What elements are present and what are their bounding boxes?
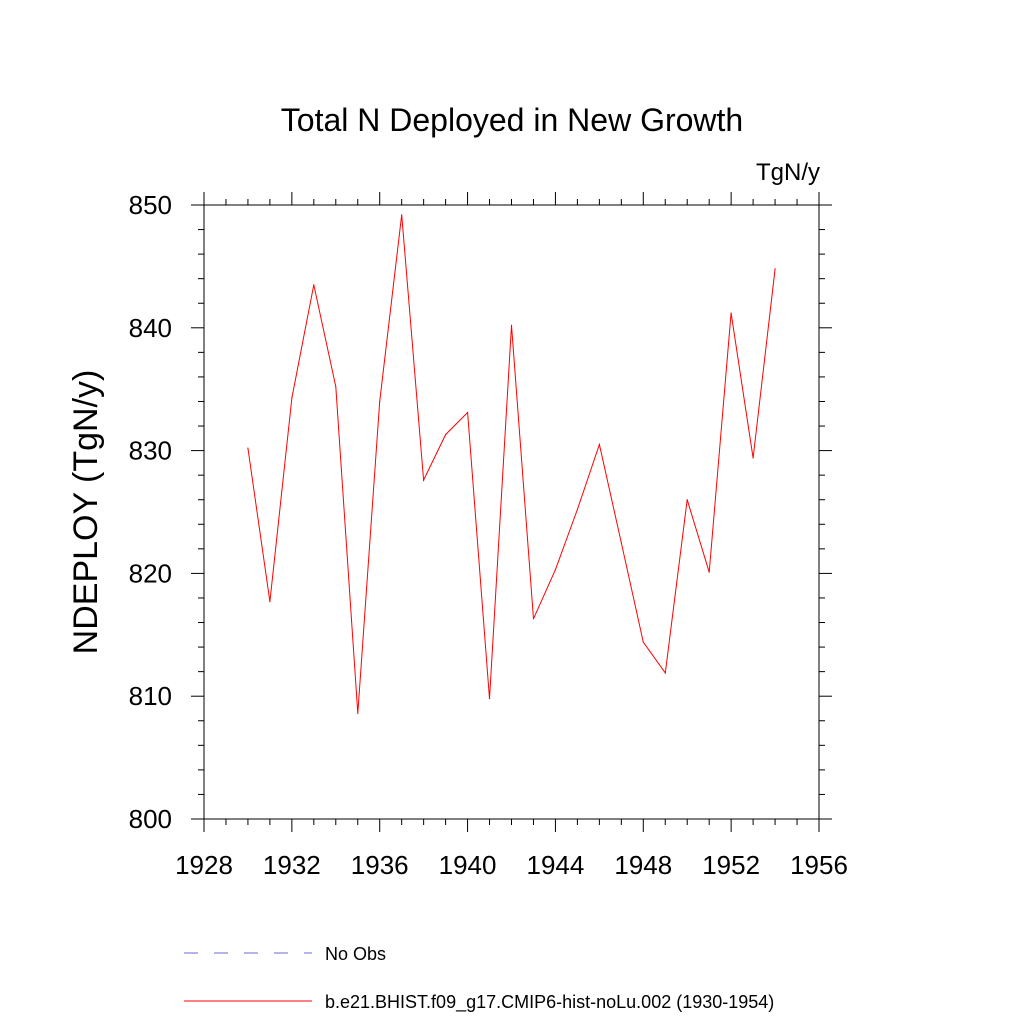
x-tick-label: 1940 (439, 850, 497, 880)
data-point (532, 618, 535, 620)
data-point (620, 542, 622, 544)
data-point (554, 569, 557, 571)
series-line (247, 214, 776, 714)
data-point (576, 508, 578, 511)
data-point (291, 397, 293, 399)
x-tick-label: 1932 (263, 850, 321, 880)
y-tick-label: 830 (129, 436, 172, 466)
axes: 1928 1932 1936 1940 1944 1948 1952 1956 800 810 82… (129, 190, 848, 880)
x-tick-label: 1948 (614, 850, 672, 880)
x-tick-label: 1936 (351, 850, 409, 880)
x-tick-label: 1928 (175, 850, 233, 880)
data-point (335, 386, 337, 388)
x-tick-label: 1952 (702, 850, 760, 880)
legend: No Obs b.e21.BHIST.f09_g17.CMIP6-hist-noL… (184, 944, 774, 1013)
data-point (642, 641, 644, 643)
data-point (379, 400, 381, 403)
legend-label: b.e21.BHIST.f09_g17.CMIP6-hist-noLu.002 … (325, 992, 774, 1013)
data-point (708, 571, 710, 573)
data-point (598, 443, 600, 446)
data-point (488, 698, 491, 700)
x-tick-label: 1944 (527, 850, 585, 880)
data-point (664, 672, 666, 674)
data-point (466, 411, 469, 414)
y-tick-label: 820 (129, 558, 172, 588)
legend-label: No Obs (325, 944, 386, 964)
data-point (357, 712, 359, 714)
chart-title: Total N Deployed in New Growth (281, 102, 743, 138)
data-point (269, 601, 271, 603)
y-tick-label: 800 (129, 804, 172, 834)
plot-frame (203, 204, 820, 820)
data-point (313, 284, 315, 286)
data-point (247, 447, 249, 449)
data-point (686, 499, 688, 501)
y-tick-label: 840 (129, 313, 172, 343)
series-layer (247, 214, 776, 714)
y-axis-label: NDEPLOY (TgN/y) (67, 370, 105, 655)
data-point (445, 434, 447, 436)
units-label: TgN/y (756, 159, 820, 186)
data-point (774, 268, 776, 270)
data-point (510, 324, 513, 326)
data-point (423, 479, 425, 481)
data-point (730, 312, 732, 314)
data-point (401, 214, 403, 216)
x-tick-label: 1956 (790, 850, 848, 880)
y-tick-label: 850 (129, 190, 172, 220)
y-tick-label: 810 (129, 681, 172, 711)
data-point (752, 457, 754, 459)
